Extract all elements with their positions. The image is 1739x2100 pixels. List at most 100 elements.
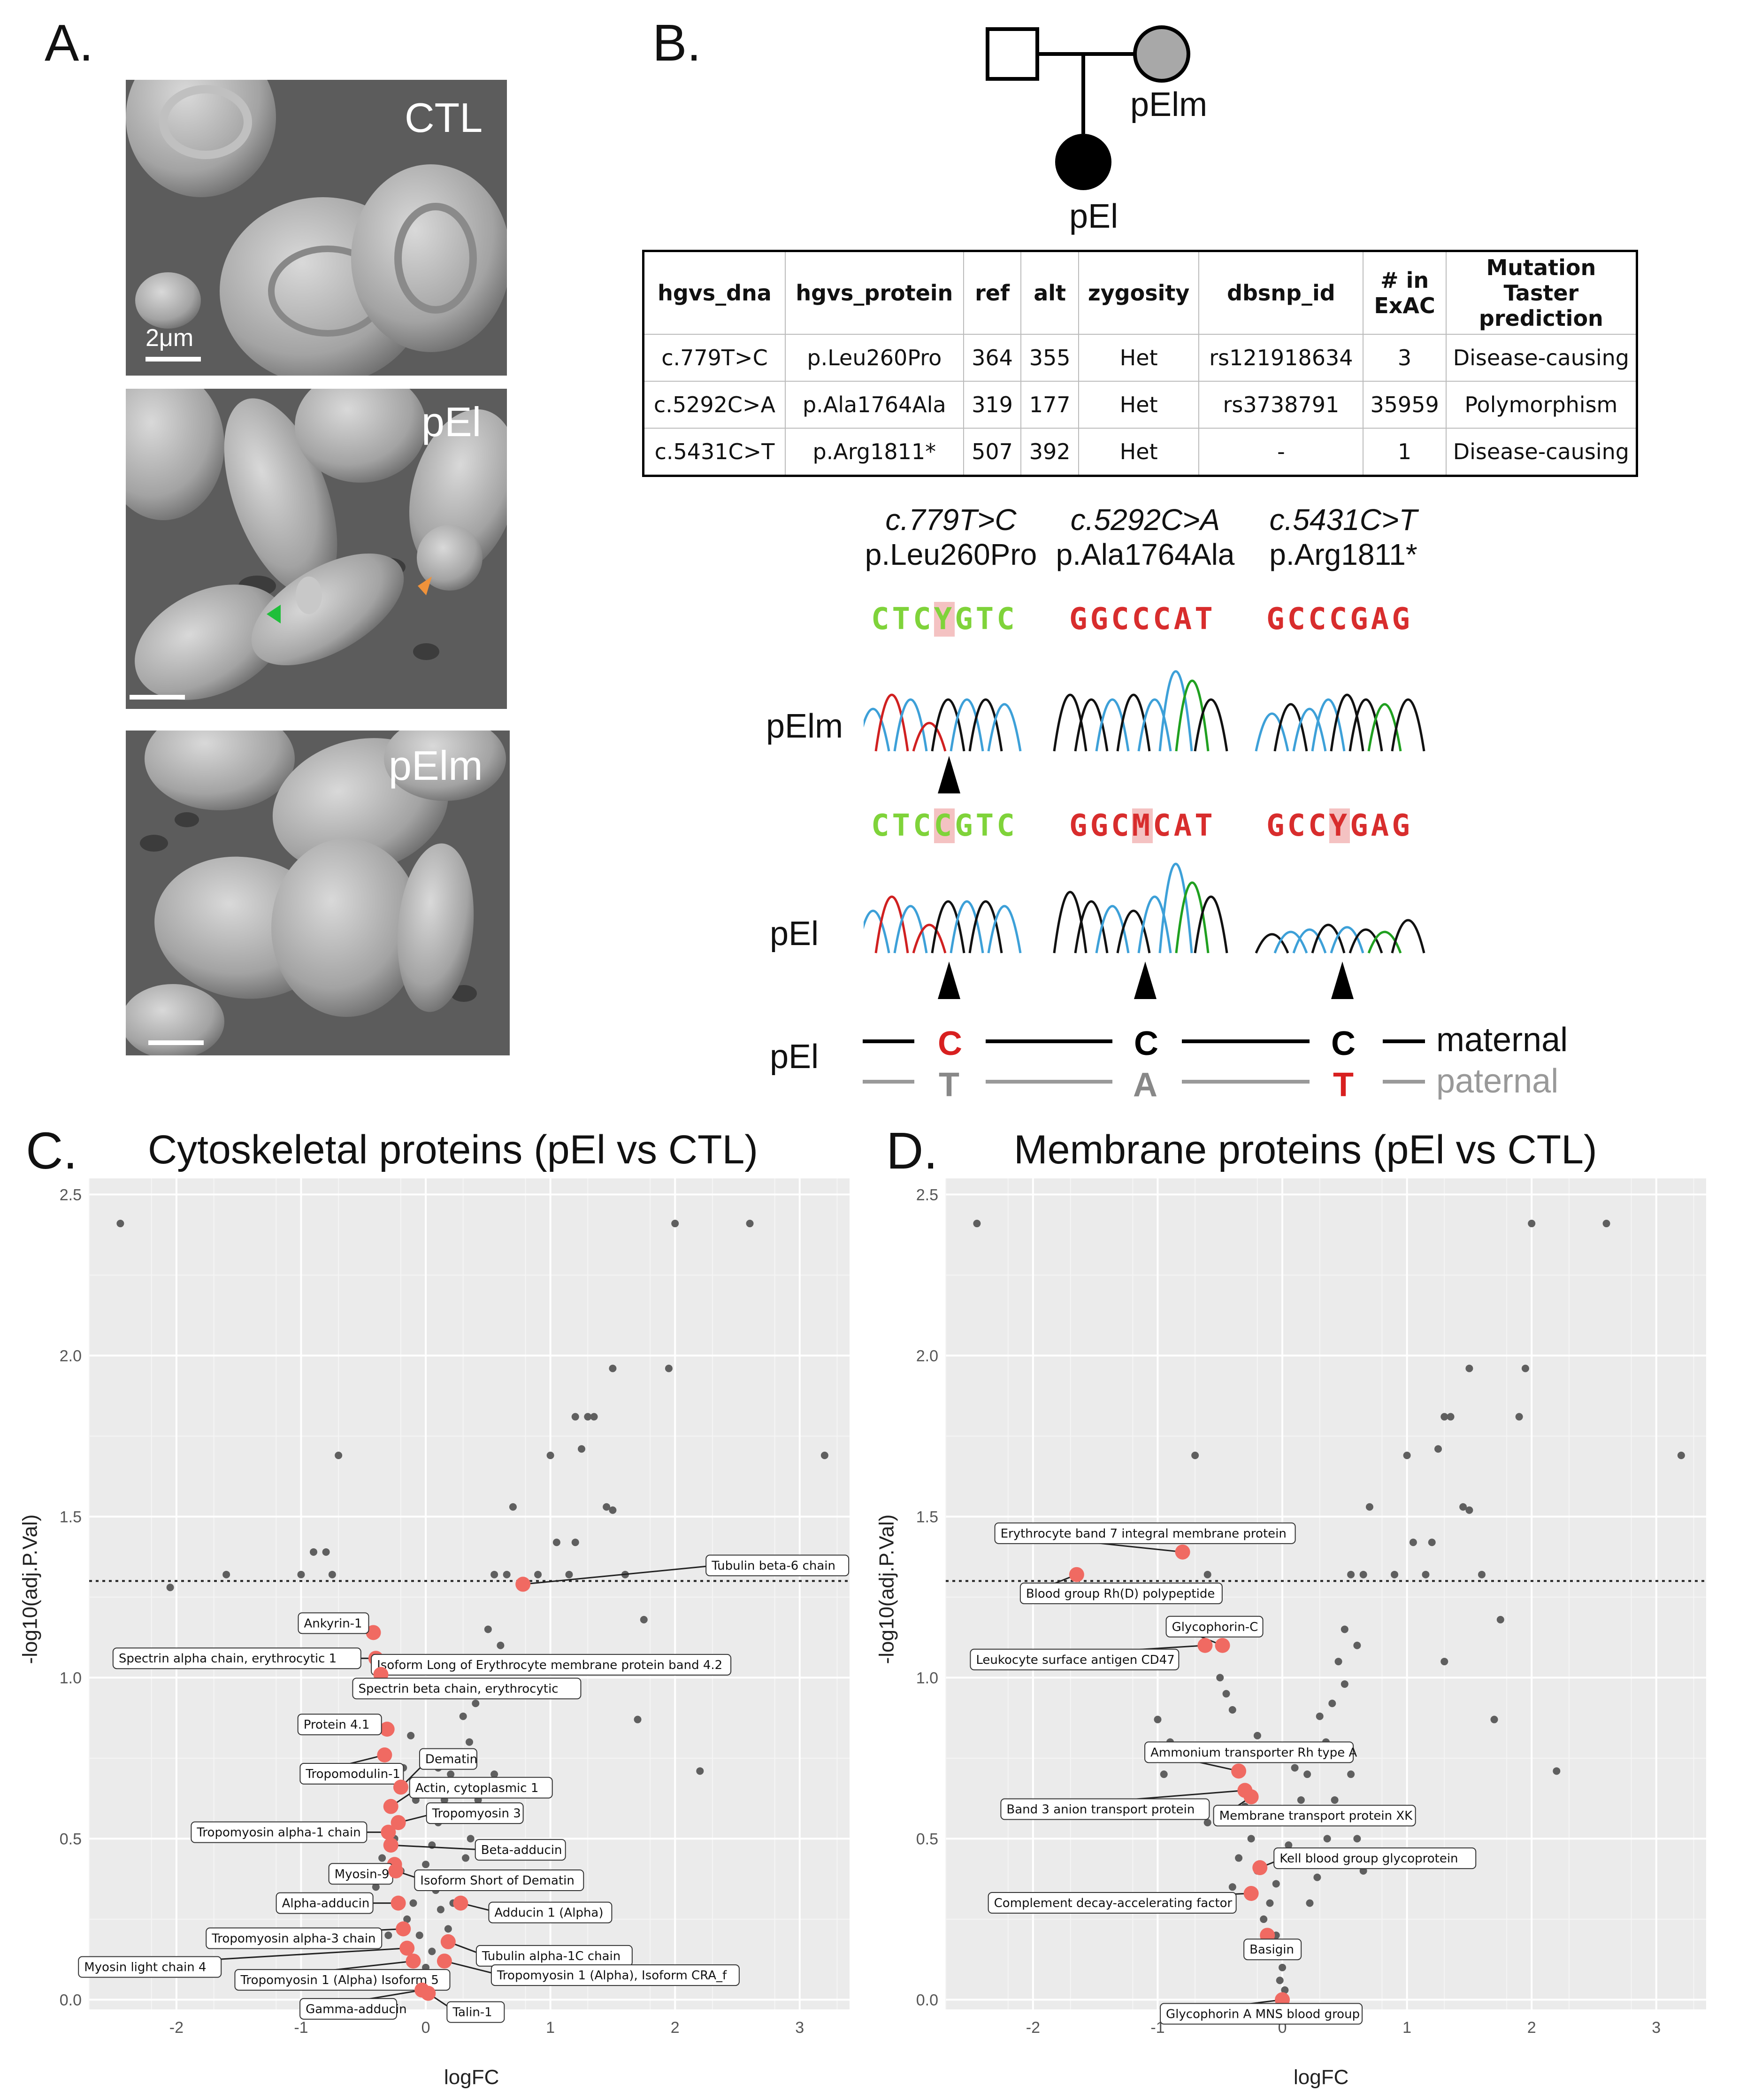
- data-point: [1328, 1700, 1336, 1708]
- callout-label: Tropomyosin 3: [432, 1807, 521, 1821]
- chart-d-plot-area: -2 -1 0 1 2 3 0.0 0.5 1.0 1.5 2.0 2.5 Erythrocyte ba…: [916, 1178, 1706, 2037]
- chromatogram-peak: [1158, 862, 1193, 954]
- chromatogram-peak: [1053, 891, 1088, 954]
- callout-box: [234, 1969, 451, 1991]
- callout-label: Kell blood group glycoprotein: [1279, 1852, 1458, 1866]
- data-point: [328, 1570, 336, 1578]
- data-point: [322, 1548, 330, 1556]
- data-point: [634, 1715, 642, 1723]
- highlighted-point: [515, 1577, 531, 1592]
- chromatogram-peak: [1116, 693, 1151, 752]
- callout-box: [446, 2001, 505, 2023]
- chromatogram-peak: [912, 722, 947, 752]
- paternal-line: [1182, 1080, 1310, 1084]
- callout-box: [426, 1802, 524, 1824]
- data-point: [552, 1538, 560, 1546]
- callout-box: [297, 1714, 382, 1736]
- data-point: [820, 1452, 828, 1459]
- paternal-line: [986, 1080, 1112, 1084]
- callout-label: Actin, cytoplasmic 1: [415, 1781, 539, 1795]
- paternal-allele-2: A: [1133, 1066, 1157, 1104]
- callout-box: [371, 1654, 732, 1676]
- data-point: [467, 1835, 475, 1843]
- callout-label: Gamma-adducin: [306, 2002, 406, 2016]
- data-point: [1440, 1413, 1448, 1421]
- data-point: [503, 1570, 511, 1578]
- data-point: [403, 1915, 411, 1923]
- data-point: [1316, 1712, 1324, 1720]
- data-point: [1331, 1796, 1339, 1804]
- data-point: [571, 1538, 579, 1546]
- cell: 507: [963, 428, 1022, 477]
- data-point: [1553, 1767, 1561, 1775]
- row-label-pelm: pElm: [766, 708, 843, 745]
- pedigree-mother-circle: [1133, 25, 1190, 83]
- chromatogram-peak: [1255, 712, 1289, 752]
- data-point: [640, 1615, 648, 1623]
- variant-table-header: hgvs_dna hgvs_protein ref alt zygosity d…: [643, 250, 1638, 335]
- chart-d-title: Membrane proteins (pEl vs CTL): [1014, 1127, 1597, 1172]
- highlighted-point: [396, 1921, 411, 1937]
- y-tick-label: 1.5: [60, 1508, 82, 1526]
- data-point: [1272, 1880, 1280, 1888]
- callout-box: [1160, 2003, 1363, 2025]
- sequence-pel-2: GGCMCAT: [1069, 808, 1216, 843]
- variant-title-3: c.5431C>T p.Arg1811*: [1245, 502, 1442, 572]
- panel-b-letter: B.: [652, 14, 701, 72]
- table-row: c.5431C>T p.Arg1811* 507 392 Het - 1 Dis…: [643, 428, 1638, 477]
- callout-label: Membrane transport protein XK: [1219, 1809, 1413, 1823]
- sem-label-ctl: CTL: [405, 94, 483, 141]
- data-point: [1359, 1570, 1367, 1578]
- callout-box: [299, 1763, 404, 1785]
- callout-box: [191, 1821, 368, 1843]
- callout-label: Tropomyosin 1 (Alpha), Isoform CRA_f: [497, 1969, 727, 1983]
- chromatogram-peak: [1137, 895, 1172, 954]
- scale-bar-label: 2μm: [146, 324, 194, 352]
- sem-pel-cells: [126, 389, 507, 700]
- chart-d-ylabel: -log10(adj.P.Val): [875, 1514, 898, 1664]
- variant-protein-1: p.Leu260Pro: [865, 538, 1037, 571]
- data-point: [1222, 1690, 1230, 1698]
- panel-a-letter: A.: [45, 14, 93, 72]
- data-point: [1291, 1764, 1299, 1772]
- pedigree-proband-label: pEl: [1069, 198, 1118, 235]
- data-point: [335, 1452, 343, 1459]
- callout-box: [1243, 1938, 1302, 1961]
- data-point: [378, 1854, 386, 1862]
- data-point: [1154, 1715, 1162, 1723]
- data-point: [116, 1220, 124, 1228]
- data-point: [665, 1364, 673, 1372]
- data-point: [1266, 1899, 1274, 1907]
- scale-bar: [130, 695, 185, 700]
- data-point: [1365, 1503, 1373, 1511]
- data-point: [384, 1931, 392, 1939]
- data-point: [1334, 1658, 1342, 1666]
- data-point: [1496, 1615, 1504, 1623]
- data-point: [1403, 1452, 1411, 1459]
- x-tick-label: 1: [1402, 2019, 1411, 2037]
- variant-title-2: c.5292C>A p.Ala1764Ala: [1047, 502, 1244, 572]
- data-point: [1347, 1770, 1355, 1778]
- sequence-pel-1: CTCCGTC: [871, 808, 1018, 843]
- cell: 392: [1020, 428, 1079, 477]
- callout-label: Tropomyosin alpha-3 chain: [211, 1931, 375, 1946]
- variant-dna-1: c.779T>C: [885, 503, 1017, 537]
- data-point: [1279, 1963, 1287, 1971]
- pedigree-chart: [986, 25, 1190, 190]
- data-point: [565, 1570, 573, 1578]
- callout-label: Myosin-9: [335, 1867, 390, 1881]
- highlighted-point: [391, 1815, 406, 1831]
- highlighted-point: [366, 1625, 381, 1640]
- highlighted-point: [399, 1940, 415, 1956]
- data-point: [1515, 1413, 1523, 1421]
- scale-bar: [148, 1040, 204, 1045]
- x-tick-label: 3: [1652, 2019, 1661, 2037]
- data-point: [297, 1570, 305, 1578]
- x-tick-label: -2: [1026, 2019, 1040, 2037]
- variant-protein-2: p.Ala1764Ala: [1056, 538, 1235, 571]
- data-point: [1216, 1674, 1224, 1682]
- data-point: [422, 1861, 430, 1869]
- chromatogram-peak: [968, 900, 1003, 954]
- callout-label: Ankyrin-1: [304, 1616, 362, 1631]
- data-point: [1297, 1796, 1305, 1804]
